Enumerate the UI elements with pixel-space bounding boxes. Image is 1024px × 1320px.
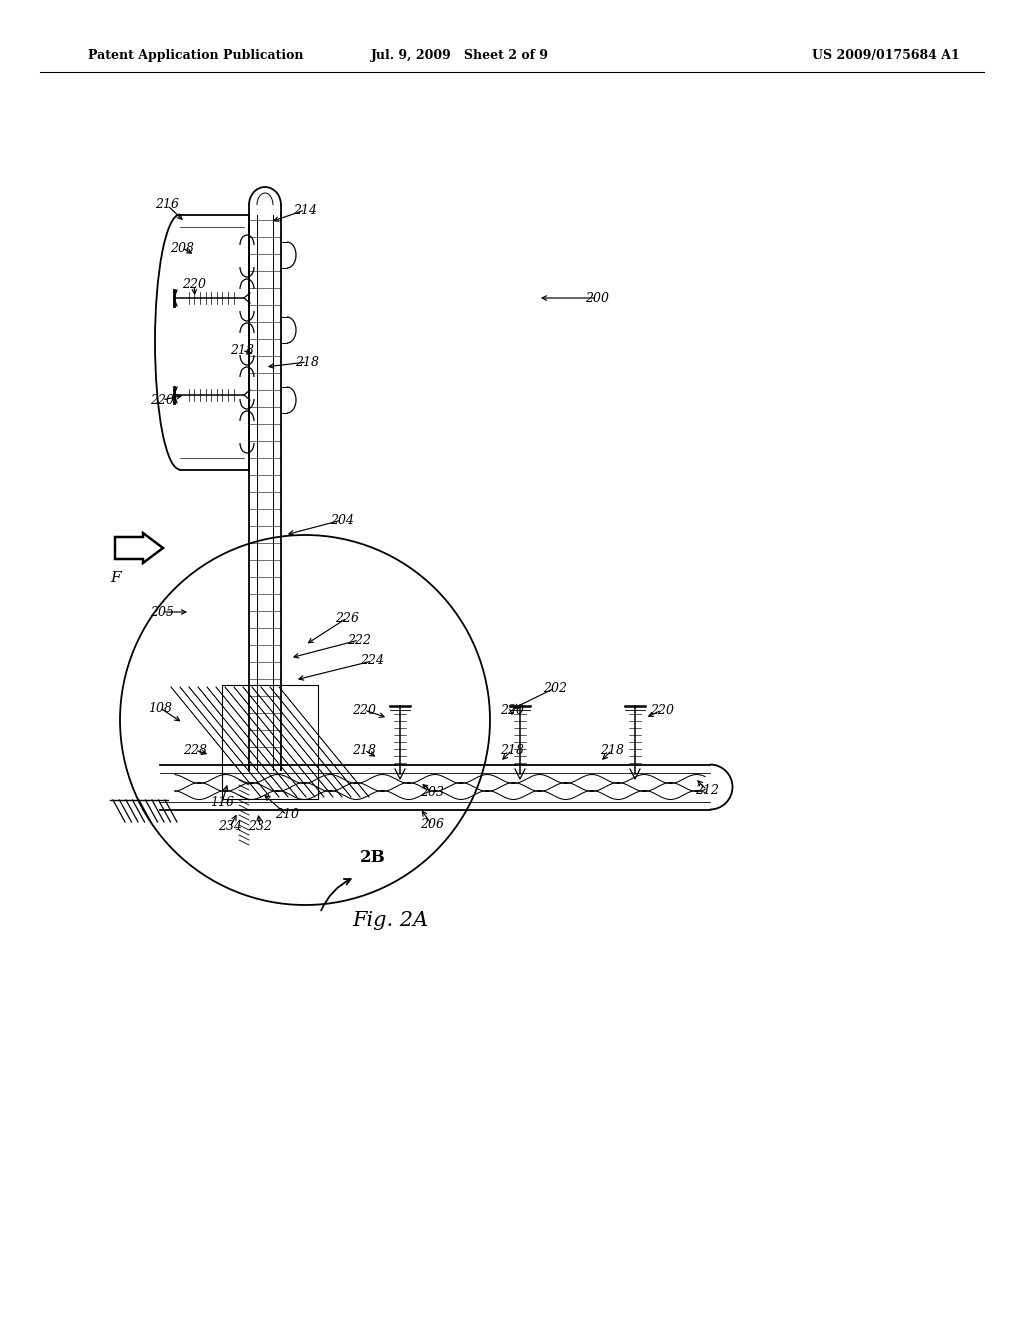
Text: 218: 218 (295, 355, 319, 368)
Text: 220: 220 (650, 704, 674, 717)
Text: 232: 232 (248, 821, 272, 833)
Text: 203: 203 (420, 785, 444, 799)
Text: 220: 220 (182, 279, 206, 292)
Text: 218: 218 (600, 743, 624, 756)
Text: 222: 222 (347, 634, 371, 647)
Text: Fig. 2A: Fig. 2A (352, 911, 428, 929)
Text: 234: 234 (218, 821, 242, 833)
Text: 218: 218 (500, 743, 524, 756)
Text: 204: 204 (330, 513, 354, 527)
Text: 214: 214 (293, 203, 317, 216)
Text: 220: 220 (500, 704, 524, 717)
Text: 210: 210 (275, 808, 299, 821)
Text: 202: 202 (543, 681, 567, 694)
Text: Jul. 9, 2009   Sheet 2 of 9: Jul. 9, 2009 Sheet 2 of 9 (371, 49, 549, 62)
Text: 218: 218 (230, 343, 254, 356)
Text: 200: 200 (585, 292, 609, 305)
Text: 228: 228 (183, 743, 207, 756)
Text: Patent Application Publication: Patent Application Publication (88, 49, 303, 62)
Text: 212: 212 (695, 784, 719, 796)
Text: 208: 208 (170, 242, 194, 255)
Text: US 2009/0175684 A1: US 2009/0175684 A1 (812, 49, 961, 62)
Text: 216: 216 (155, 198, 179, 211)
Text: 108: 108 (148, 701, 172, 714)
Text: 2B: 2B (360, 849, 386, 866)
Text: 224: 224 (360, 655, 384, 668)
Text: 220: 220 (150, 393, 174, 407)
Text: 205: 205 (150, 606, 174, 619)
Text: 206: 206 (420, 818, 444, 832)
Text: 226: 226 (335, 611, 359, 624)
Text: 220: 220 (352, 704, 376, 717)
Text: 218: 218 (352, 743, 376, 756)
Text: 116: 116 (210, 796, 234, 809)
Text: F: F (110, 572, 121, 585)
FancyArrow shape (115, 533, 163, 564)
